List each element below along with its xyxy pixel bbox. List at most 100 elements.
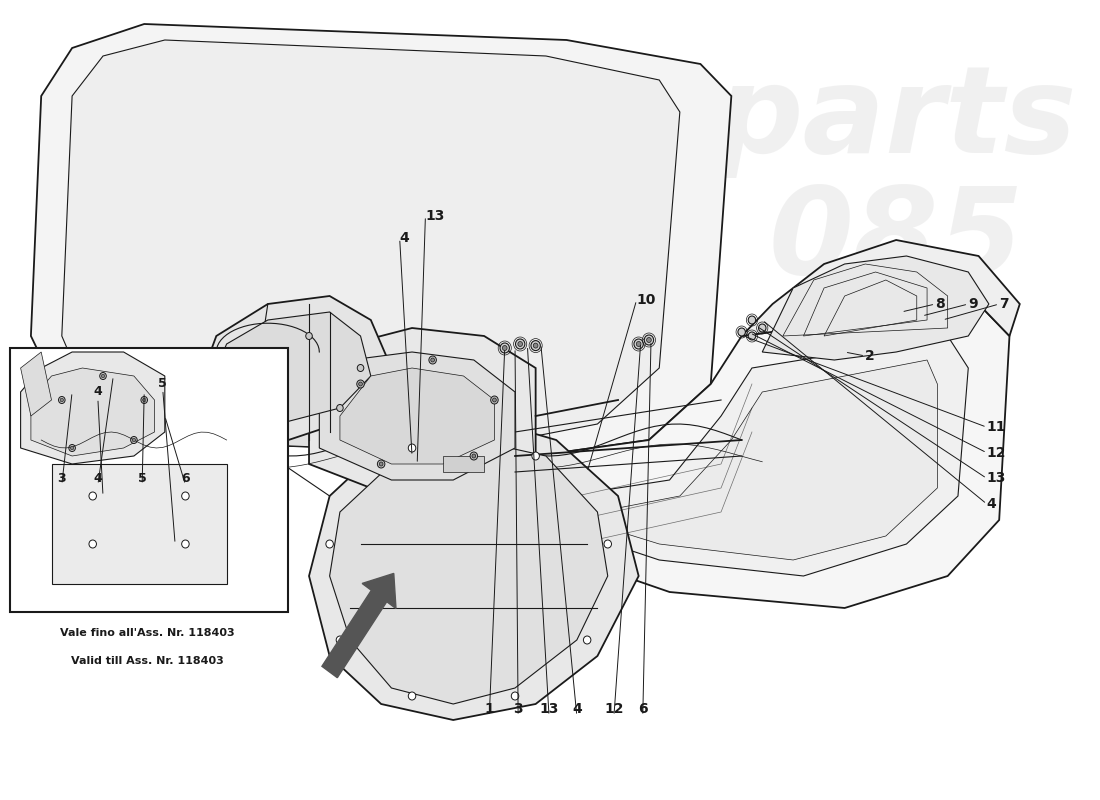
Circle shape bbox=[379, 462, 383, 466]
Circle shape bbox=[408, 692, 416, 700]
Circle shape bbox=[500, 343, 509, 353]
Text: 4: 4 bbox=[572, 702, 582, 716]
Polygon shape bbox=[762, 256, 989, 360]
Circle shape bbox=[89, 540, 97, 548]
Text: 12: 12 bbox=[604, 702, 624, 716]
Polygon shape bbox=[62, 384, 536, 456]
Circle shape bbox=[759, 324, 766, 332]
Circle shape bbox=[636, 342, 641, 346]
Polygon shape bbox=[21, 352, 165, 464]
Polygon shape bbox=[31, 368, 154, 456]
Circle shape bbox=[748, 316, 756, 324]
Circle shape bbox=[131, 437, 138, 443]
Text: 5: 5 bbox=[158, 377, 167, 390]
Polygon shape bbox=[10, 348, 288, 612]
Circle shape bbox=[512, 692, 519, 700]
Circle shape bbox=[141, 397, 147, 403]
Polygon shape bbox=[597, 360, 937, 560]
Text: 5: 5 bbox=[138, 472, 146, 485]
Circle shape bbox=[100, 373, 107, 379]
Text: parts: parts bbox=[715, 62, 1077, 178]
Text: 9: 9 bbox=[968, 297, 978, 311]
Circle shape bbox=[101, 374, 104, 378]
Circle shape bbox=[69, 445, 76, 451]
Text: 13: 13 bbox=[426, 209, 444, 223]
Polygon shape bbox=[309, 416, 639, 720]
Circle shape bbox=[518, 342, 522, 346]
Text: 10: 10 bbox=[637, 293, 656, 307]
Circle shape bbox=[377, 460, 385, 468]
Text: 11: 11 bbox=[987, 420, 1007, 434]
Circle shape bbox=[516, 339, 525, 349]
Text: 2: 2 bbox=[866, 349, 874, 363]
Circle shape bbox=[645, 335, 653, 345]
Circle shape bbox=[431, 358, 434, 362]
Circle shape bbox=[472, 454, 475, 458]
FancyArrow shape bbox=[322, 574, 396, 678]
Circle shape bbox=[358, 365, 364, 371]
Text: 4: 4 bbox=[987, 497, 997, 511]
Circle shape bbox=[604, 540, 612, 548]
Text: a passion: a passion bbox=[492, 428, 641, 500]
Polygon shape bbox=[21, 352, 52, 416]
Polygon shape bbox=[31, 24, 732, 456]
Circle shape bbox=[70, 446, 74, 450]
Circle shape bbox=[493, 398, 496, 402]
Polygon shape bbox=[52, 464, 227, 584]
Text: Vale fino all'Ass. Nr. 118403: Vale fino all'Ass. Nr. 118403 bbox=[60, 628, 234, 638]
Circle shape bbox=[244, 365, 251, 371]
Circle shape bbox=[738, 328, 746, 336]
Text: 12: 12 bbox=[987, 446, 1007, 460]
Text: 13: 13 bbox=[539, 702, 559, 716]
Circle shape bbox=[583, 636, 591, 644]
Polygon shape bbox=[309, 328, 536, 496]
Circle shape bbox=[58, 397, 65, 403]
Text: 1: 1 bbox=[484, 702, 494, 716]
Circle shape bbox=[132, 438, 135, 442]
Polygon shape bbox=[741, 240, 1020, 336]
Circle shape bbox=[182, 540, 189, 548]
Polygon shape bbox=[330, 440, 607, 704]
Polygon shape bbox=[319, 352, 515, 480]
Circle shape bbox=[534, 343, 538, 348]
Circle shape bbox=[491, 396, 498, 404]
Text: 3: 3 bbox=[57, 472, 66, 485]
Polygon shape bbox=[206, 312, 371, 424]
Circle shape bbox=[337, 636, 343, 644]
Polygon shape bbox=[546, 336, 968, 576]
Polygon shape bbox=[515, 304, 1010, 608]
Text: 8: 8 bbox=[935, 297, 945, 311]
Circle shape bbox=[182, 492, 189, 500]
Polygon shape bbox=[196, 296, 392, 440]
Circle shape bbox=[748, 332, 756, 340]
Circle shape bbox=[326, 540, 333, 548]
Text: Valid till Ass. Nr. 118403: Valid till Ass. Nr. 118403 bbox=[70, 656, 223, 666]
Circle shape bbox=[470, 452, 477, 460]
Circle shape bbox=[634, 339, 643, 349]
Text: 4: 4 bbox=[94, 386, 102, 398]
Circle shape bbox=[429, 356, 437, 364]
Text: 6: 6 bbox=[638, 702, 648, 716]
Text: for parts: for parts bbox=[476, 494, 615, 562]
Circle shape bbox=[356, 380, 364, 388]
Polygon shape bbox=[443, 456, 484, 472]
Circle shape bbox=[60, 398, 64, 402]
Text: 3: 3 bbox=[514, 702, 522, 716]
Polygon shape bbox=[62, 40, 680, 440]
Circle shape bbox=[89, 492, 97, 500]
Circle shape bbox=[503, 346, 507, 350]
Polygon shape bbox=[340, 368, 494, 464]
Text: 085: 085 bbox=[769, 182, 1024, 298]
Text: 7: 7 bbox=[999, 297, 1009, 311]
Circle shape bbox=[143, 398, 146, 402]
Circle shape bbox=[337, 405, 343, 411]
Circle shape bbox=[359, 382, 362, 386]
Circle shape bbox=[531, 341, 540, 350]
Text: 4: 4 bbox=[94, 472, 102, 485]
Text: 6: 6 bbox=[182, 472, 189, 485]
Circle shape bbox=[408, 444, 416, 452]
Circle shape bbox=[254, 413, 261, 419]
Text: 4: 4 bbox=[399, 231, 409, 246]
Circle shape bbox=[647, 338, 651, 342]
Circle shape bbox=[306, 333, 312, 339]
